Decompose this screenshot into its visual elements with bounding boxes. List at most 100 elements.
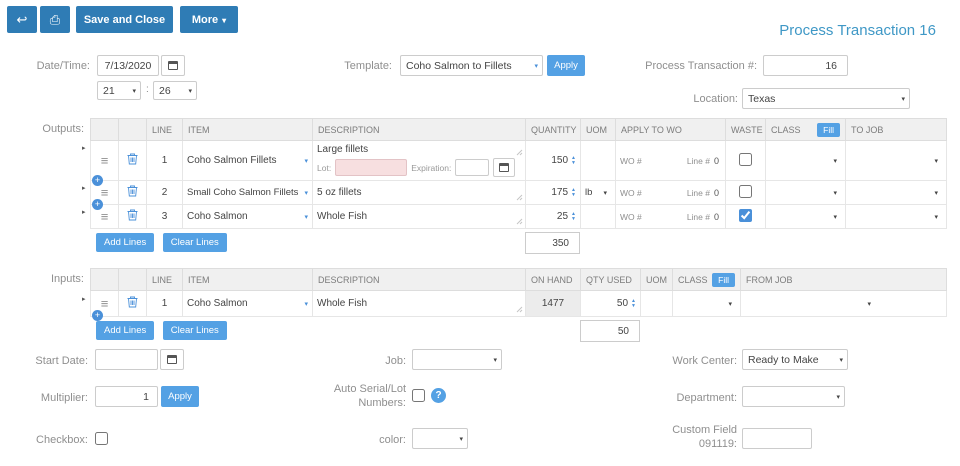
print-button[interactable]: ⎙ — [40, 6, 70, 33]
spinner-down-icon[interactable]: ▼ — [571, 216, 576, 222]
start-date-input[interactable] — [95, 349, 158, 370]
spinner-up-icon[interactable]: ▲ — [571, 187, 576, 193]
apply-to-wo-cell[interactable]: WO # Line #0 — [620, 212, 721, 222]
spinner-up-icon[interactable]: ▲ — [571, 211, 576, 217]
insert-row-icon[interactable]: + — [92, 199, 103, 210]
lot-input[interactable] — [335, 159, 408, 176]
insert-row-icon[interactable]: + — [92, 175, 103, 186]
outputs-to-job-header: TO JOB — [845, 118, 947, 141]
back-button[interactable]: ↩ — [7, 6, 37, 33]
qty-used-input[interactable]: 50 ▲ ▼ — [585, 298, 636, 309]
item-select[interactable]: Coho Salmon ▾ — [187, 211, 308, 222]
class-select[interactable]: ▾ — [770, 207, 841, 227]
date-calendar-button[interactable] — [161, 55, 185, 76]
custom-checkbox[interactable] — [95, 432, 108, 445]
multiplier-input[interactable] — [95, 386, 158, 407]
add-lines-button[interactable]: Add Lines — [96, 321, 155, 340]
description-input[interactable]: Whole Fish — [312, 204, 526, 229]
minute-select[interactable]: 26 ▾ — [153, 81, 197, 100]
job-select[interactable]: ▾ — [412, 349, 502, 370]
minute-value: 26 — [159, 84, 171, 97]
to-job-select[interactable]: ▾ — [850, 151, 942, 171]
hour-select[interactable]: 21 ▾ — [97, 81, 141, 100]
insert-row-icon[interactable]: + — [92, 310, 103, 321]
quantity-input[interactable]: 25 ▲ ▼ — [530, 211, 576, 222]
chevron-down-icon: ▾ — [833, 189, 837, 197]
waste-checkbox[interactable] — [739, 184, 752, 198]
fill-class-button[interactable]: Fill — [712, 272, 735, 287]
add-lines-button[interactable]: Add Lines — [96, 233, 155, 252]
process-transaction-number-input[interactable] — [763, 55, 848, 76]
quantity-value: 25 — [556, 211, 569, 222]
expiration-input[interactable] — [455, 159, 490, 176]
multiplier-label: Multiplier: — [40, 392, 88, 404]
clear-lines-button[interactable]: Clear Lines — [162, 233, 227, 252]
clear-lines-button[interactable]: Clear Lines — [162, 321, 227, 340]
description-input[interactable]: Whole Fish — [312, 290, 526, 317]
resize-handle-icon[interactable] — [516, 149, 523, 156]
to-job-select[interactable]: ▾ — [850, 183, 942, 203]
description-input[interactable]: 5 oz fillets — [312, 180, 526, 205]
class-select[interactable]: ▾ — [677, 294, 736, 314]
item-select[interactable]: Coho Salmon Fillets ▾ — [187, 155, 308, 166]
spinner-down-icon[interactable]: ▼ — [631, 303, 636, 309]
waste-checkbox[interactable] — [739, 208, 752, 222]
drag-handle[interactable]: ≡ — [100, 209, 109, 224]
uom-select[interactable]: lb ▾ — [585, 183, 611, 203]
color-select[interactable]: ▾ — [412, 428, 468, 449]
template-select[interactable]: Coho Salmon to Fillets ▾ — [400, 55, 543, 76]
drag-handle[interactable]: ≡ — [100, 185, 109, 200]
line-number: 1 — [146, 290, 183, 317]
wo-number-label: WO # — [620, 155, 642, 166]
from-job-select[interactable]: ▾ — [745, 294, 875, 314]
drag-handle[interactable]: ≡ — [100, 296, 109, 311]
item-value: Coho Salmon — [187, 211, 248, 222]
resize-handle-icon[interactable] — [516, 218, 523, 225]
multiplier-apply-button[interactable]: Apply — [161, 386, 199, 407]
drag-handle[interactable]: ≡ — [100, 153, 109, 168]
wo-line-value: 0 — [713, 155, 719, 166]
spinner-up-icon[interactable]: ▲ — [631, 298, 636, 304]
apply-to-wo-cell[interactable]: WO # Line #0 — [620, 188, 721, 198]
help-icon[interactable]: ? — [431, 388, 446, 403]
quantity-input[interactable]: 150 ▲ ▼ — [530, 155, 576, 166]
class-select[interactable]: ▾ — [770, 183, 841, 203]
delete-row-button[interactable] — [127, 153, 138, 168]
spinner-down-icon[interactable]: ▼ — [571, 192, 576, 198]
to-job-select[interactable]: ▾ — [850, 207, 942, 227]
resize-handle-icon[interactable] — [516, 194, 523, 201]
resize-handle-icon[interactable] — [516, 306, 523, 313]
custom-field-input[interactable] — [742, 428, 812, 449]
department-select[interactable]: ▾ — [742, 386, 845, 407]
auto-serial-checkbox[interactable] — [412, 389, 425, 402]
template-apply-button[interactable]: Apply — [547, 55, 585, 76]
location-label: Location: — [693, 93, 738, 105]
delete-row-button[interactable] — [127, 185, 138, 200]
delete-row-button[interactable] — [127, 209, 138, 224]
description-input[interactable]: Large fillets Lot: Expiration: — [312, 140, 526, 181]
quantity-input[interactable]: 175 ▲ ▼ — [530, 187, 576, 198]
outputs-table: ▸ ▸ ▸ + + LINE ITEM DESCRIPTION QUANTITY… — [82, 118, 947, 254]
spinner-up-icon[interactable]: ▲ — [571, 155, 576, 161]
item-select[interactable]: Coho Salmon ▾ — [187, 298, 308, 309]
fill-class-button[interactable]: Fill — [817, 122, 840, 137]
color-label: color: — [379, 434, 406, 446]
work-center-select[interactable]: Ready to Make ▾ — [742, 349, 848, 370]
class-select[interactable]: ▾ — [770, 151, 841, 171]
start-date-calendar-button[interactable] — [160, 349, 184, 370]
location-select[interactable]: Texas ▾ — [742, 88, 910, 109]
wo-number-label: WO # — [620, 211, 642, 222]
more-button[interactable]: More ▾ — [180, 6, 238, 33]
spinner-down-icon[interactable]: ▼ — [571, 160, 576, 166]
waste-checkbox[interactable] — [739, 152, 752, 166]
save-and-close-button[interactable]: Save and Close — [76, 6, 173, 33]
chevron-down-icon: ▾ — [304, 189, 308, 197]
expiration-calendar-button[interactable] — [493, 158, 516, 177]
item-select[interactable]: Small Coho Salmon Fillets ▾ — [187, 187, 308, 198]
department-label: Department: — [676, 392, 737, 404]
apply-to-wo-cell[interactable]: WO # Line #0 — [620, 156, 721, 166]
delete-row-button[interactable] — [127, 296, 138, 311]
date-input[interactable] — [97, 55, 159, 76]
chevron-down-icon: ▾ — [934, 189, 938, 197]
outputs-row: ≡ 2 Small Coho Salmon Fillets ▾ 5 oz fill… — [90, 180, 947, 205]
